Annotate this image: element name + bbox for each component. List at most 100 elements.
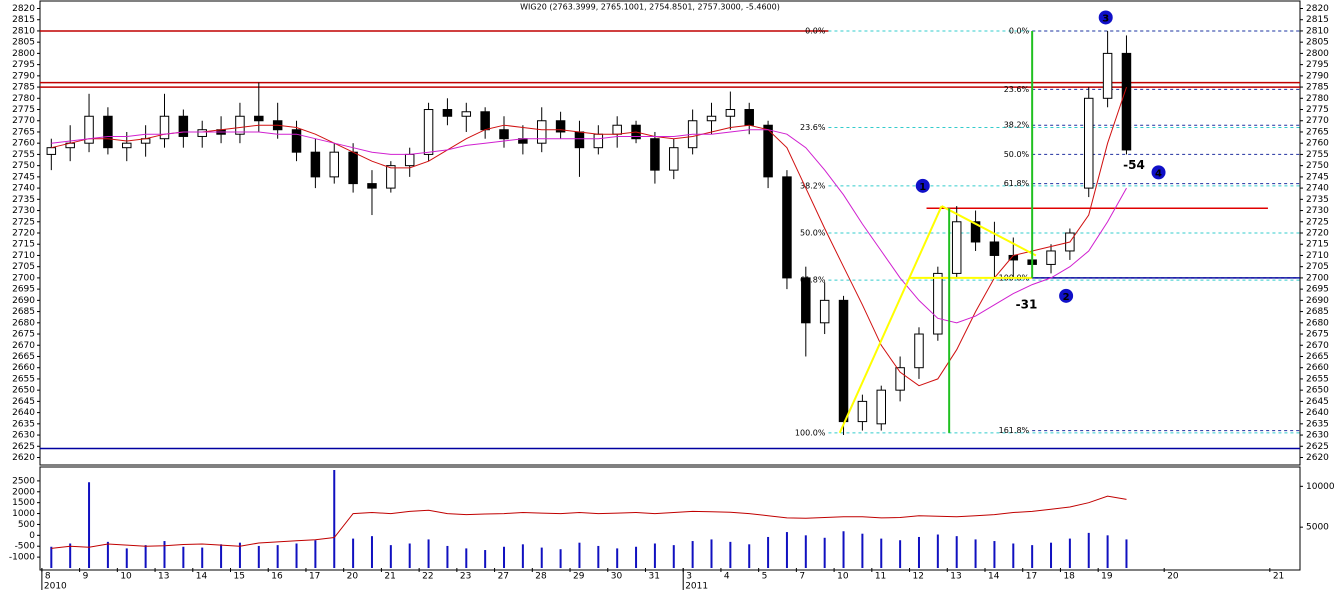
y-tick-label: 2650 xyxy=(12,386,35,396)
volume-bar xyxy=(465,548,468,568)
annotation-marker xyxy=(1059,288,1074,303)
candle-body xyxy=(744,109,754,126)
indicator-panel xyxy=(39,466,1301,571)
y-tick-label: 2635 xyxy=(1306,419,1329,429)
y-tick-label: 2660 xyxy=(1306,363,1329,373)
fib-label: 23.6% xyxy=(800,123,826,132)
volume-bar xyxy=(993,541,996,568)
candle-body xyxy=(254,115,264,122)
x-tick-label: 13 xyxy=(158,572,169,582)
y-tick-label: 2810 xyxy=(12,26,35,36)
candle-body xyxy=(612,124,622,135)
x-tick-label: 18 xyxy=(1063,572,1075,582)
volume-bar xyxy=(559,549,562,568)
y-tick-label: 2705 xyxy=(1306,262,1329,272)
x-tick-label: 8 xyxy=(45,572,51,582)
candle-body xyxy=(348,151,358,185)
volume-bar xyxy=(936,534,939,568)
y-tick-label: 2725 xyxy=(1306,217,1329,227)
candle-body xyxy=(857,400,868,423)
y-tick-label: 2800 xyxy=(12,49,35,59)
annotation-label: 4 xyxy=(1155,168,1162,179)
candle-body xyxy=(782,176,792,279)
y-tick-label: 2650 xyxy=(1306,386,1329,396)
candle-body xyxy=(574,131,585,149)
volume-bar xyxy=(635,546,638,568)
y-tick-label: 2695 xyxy=(12,285,35,295)
year-label: 2011 xyxy=(685,582,708,592)
volume-bar xyxy=(50,546,53,568)
trend-line xyxy=(838,205,943,434)
volume-bar xyxy=(861,533,864,568)
candle-body xyxy=(480,111,490,131)
y-tick-label: 2700 xyxy=(1306,273,1329,283)
fib-label: 50.0% xyxy=(1004,150,1030,159)
volume-bar xyxy=(88,482,91,568)
y-tick-label: 2665 xyxy=(1306,352,1329,362)
fib-label: 0.0% xyxy=(805,26,826,35)
y-tick-label: 2780 xyxy=(1306,94,1329,104)
y-tick-label: 2000 xyxy=(12,487,35,497)
volume-bar xyxy=(201,547,204,568)
candle-body xyxy=(1121,52,1132,151)
candle-body xyxy=(122,142,132,149)
fib-label: 50.0% xyxy=(800,229,826,238)
candle-body xyxy=(499,129,509,140)
y-tick-label: 2740 xyxy=(1306,184,1329,194)
x-tick-label: 9 xyxy=(83,572,89,582)
volume-bar xyxy=(540,547,543,568)
y-tick-label: 1500 xyxy=(12,498,35,508)
volume-bar xyxy=(1031,545,1034,568)
x-tick-label: 21 xyxy=(384,572,395,582)
candle-body xyxy=(895,367,905,391)
y-tick-label: 2740 xyxy=(12,184,35,194)
y-tick-label: 2735 xyxy=(1306,195,1329,205)
y-tick-label: 2745 xyxy=(12,172,35,182)
volume-bar xyxy=(69,543,72,568)
y-tick-label: 2770 xyxy=(1306,116,1329,126)
y-tick-label: 2820 xyxy=(12,4,35,14)
moving-average xyxy=(51,129,1127,324)
x-tick-label: 11 xyxy=(875,572,886,582)
candle-body xyxy=(989,241,1000,256)
fib-label: 23.6% xyxy=(1004,85,1030,94)
y-tick-label: 2670 xyxy=(12,341,35,351)
y-tick-label: 2785 xyxy=(1306,83,1329,93)
volume-bar xyxy=(1050,542,1053,568)
volume-bar xyxy=(823,537,826,568)
volume-bar xyxy=(691,541,694,568)
candle-body xyxy=(1083,97,1094,189)
y-tick-label: 2785 xyxy=(12,83,35,93)
volume-bar xyxy=(238,542,241,568)
chart-title: WIG20 (2763.3999, 2765.1001, 2754.8501, … xyxy=(520,3,780,12)
y-tick-label: 2760 xyxy=(1306,139,1329,149)
y-tick-label: 2750 xyxy=(12,161,35,171)
y-tick-label: 2820 xyxy=(1306,4,1329,14)
volume-bar xyxy=(163,541,166,568)
volume-bar xyxy=(220,544,223,568)
y-tick-label: 2745 xyxy=(1306,172,1329,182)
x-tick-label: 5 xyxy=(762,572,768,582)
x-tick-label: 20 xyxy=(347,572,359,582)
y-tick-label: 2625 xyxy=(12,442,35,452)
volume-bar xyxy=(408,543,411,568)
volume-bar xyxy=(389,545,392,568)
y-tick-label: 2735 xyxy=(12,195,35,205)
x-tick-label: 23 xyxy=(460,572,471,582)
candle-body xyxy=(442,109,453,117)
candle-body xyxy=(310,151,321,178)
y-tick-label: 2630 xyxy=(1306,431,1329,441)
volume-bar xyxy=(767,536,770,568)
candle-body xyxy=(876,389,887,425)
annotation-label: 2 xyxy=(1063,292,1070,303)
volume-bar xyxy=(616,548,619,568)
y-tick-label: 2805 xyxy=(12,38,35,48)
volume-bar xyxy=(144,545,147,568)
x-tick-label: 20 xyxy=(1167,572,1179,582)
y-tick-label: 2695 xyxy=(1306,285,1329,295)
y-tick-label: 2635 xyxy=(12,419,35,429)
fib-label: 0.0% xyxy=(1009,26,1030,35)
y-tick-label: 2775 xyxy=(12,105,35,115)
candle-body xyxy=(178,115,189,137)
